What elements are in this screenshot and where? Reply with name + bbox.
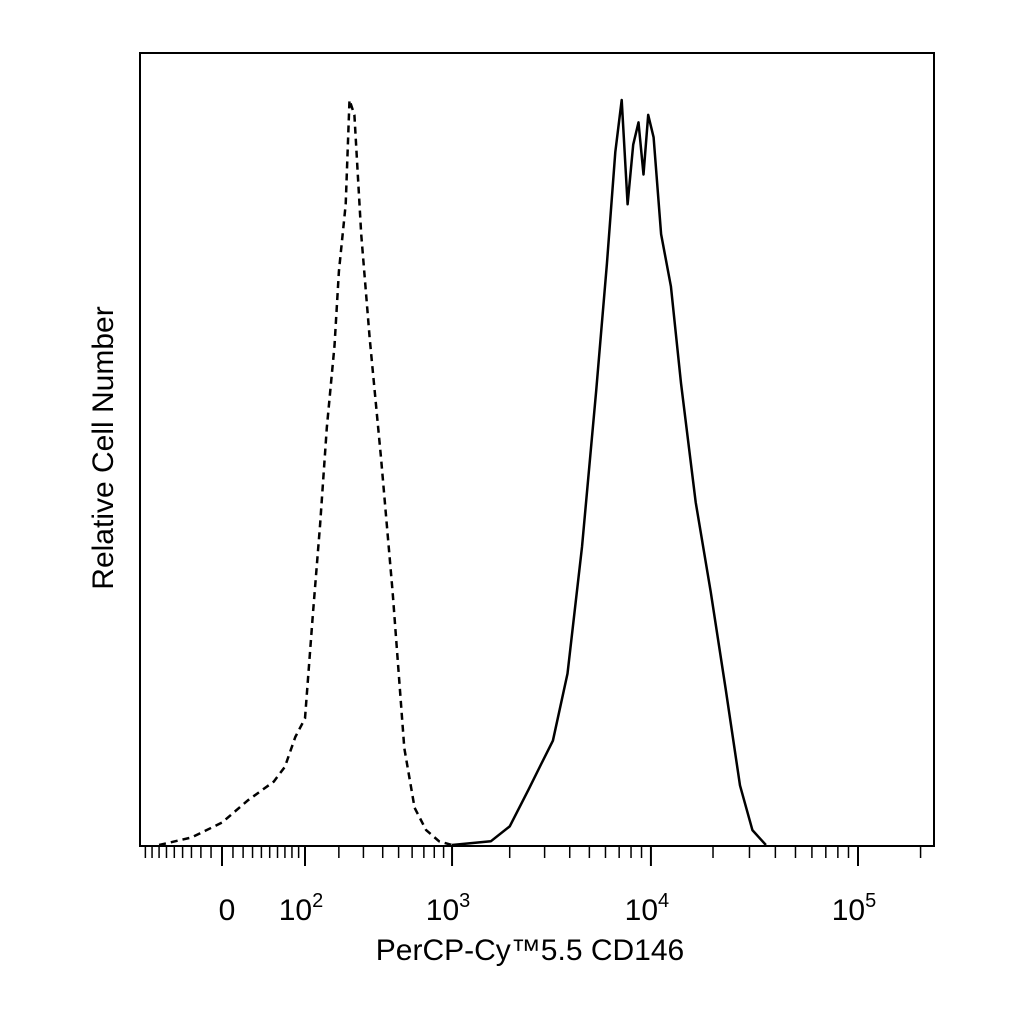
x-axis-label: PerCP-Cy™5.5 CD146 bbox=[376, 934, 684, 967]
plot-frame bbox=[139, 52, 935, 847]
x-tick-label-2: 103 bbox=[426, 890, 471, 927]
histogram-series-solid bbox=[451, 98, 767, 847]
histogram-series bbox=[158, 98, 767, 847]
x-axis-ticks bbox=[144, 846, 922, 866]
x-tick-label-3: 104 bbox=[625, 890, 670, 927]
x-tick-label-4: 105 bbox=[832, 890, 877, 927]
x-tick-label-1: 102 bbox=[279, 890, 324, 927]
y-axis-label: Relative Cell Number bbox=[87, 306, 120, 589]
histogram-series-dashed bbox=[158, 98, 453, 847]
x-axis-tick-labels: 0 102 103 104 105 bbox=[219, 890, 877, 927]
x-tick-label-0: 0 bbox=[219, 894, 236, 927]
